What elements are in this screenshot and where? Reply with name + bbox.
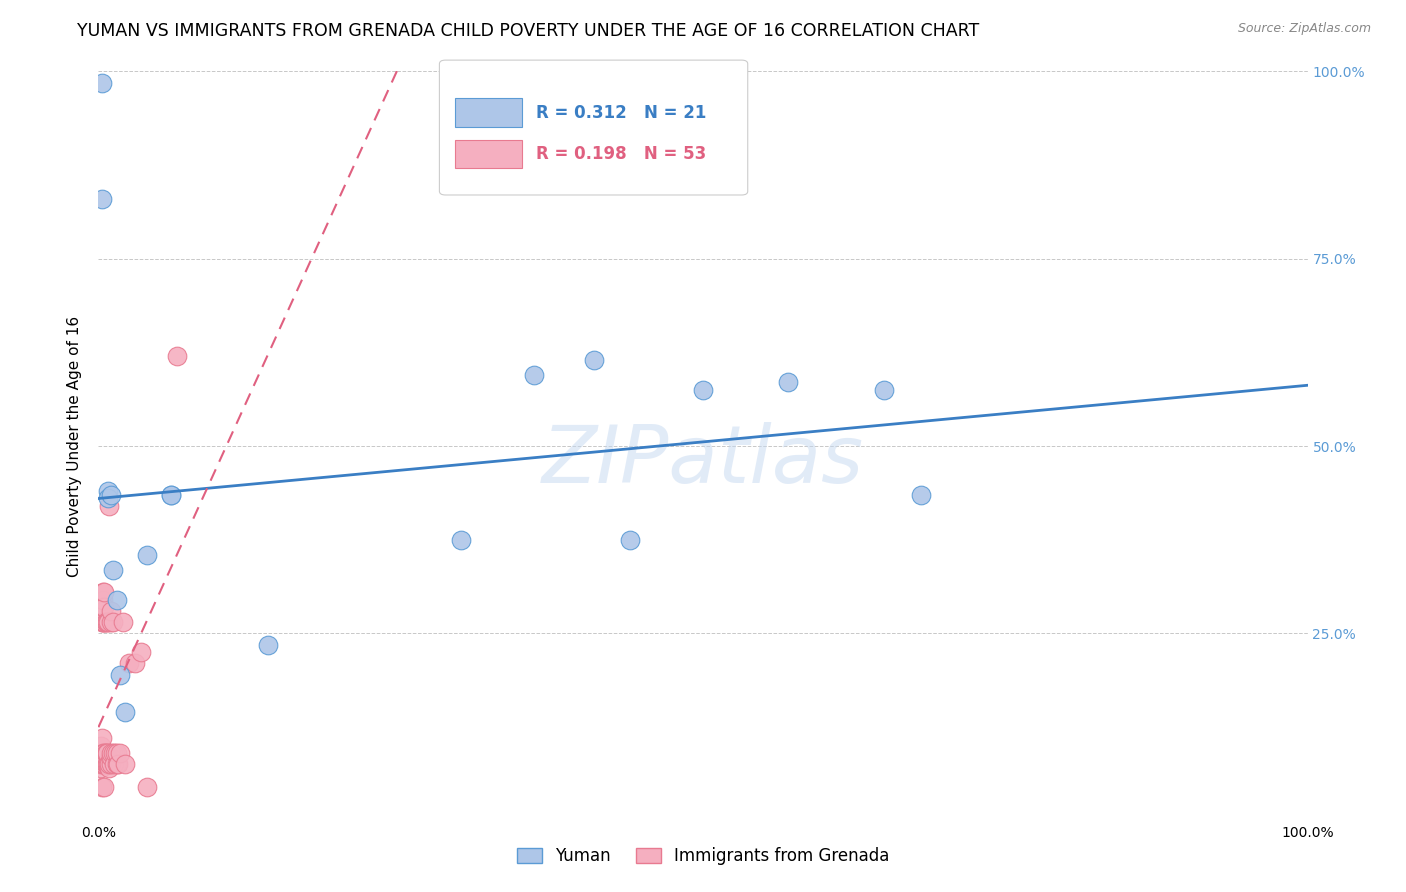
Point (93, 615, 115, 629)
Point (776, 376, 799, 390)
Y-axis label: Child Poverty Under the Age of 16: Child Poverty Under the Age of 16 (67, 316, 83, 576)
Point (91, 615, 114, 629)
Point (96, 746, 118, 760)
Point (111, 615, 134, 629)
Point (90, 757, 112, 772)
Point (124, 657, 146, 671)
Point (93, 746, 115, 760)
Point (96, 615, 118, 629)
Point (89, 746, 111, 760)
Point (105, 757, 128, 772)
Point (101, 746, 124, 760)
Point (91, 731, 114, 746)
Point (93, 585, 115, 599)
Point (94, 750, 117, 764)
Point (97, 757, 120, 772)
Point (90, 761, 112, 775)
Point (104, 746, 127, 760)
Point (910, 488, 932, 502)
Point (91, 76, 114, 90)
Point (91, 780, 114, 794)
Point (91, 746, 114, 760)
Point (450, 533, 472, 547)
Point (100, 604, 122, 618)
Point (100, 746, 122, 760)
Point (129, 645, 152, 659)
Point (90, 739, 112, 753)
Text: R = 0.198   N = 53: R = 0.198 N = 53 (536, 145, 706, 162)
Point (94, 757, 117, 772)
Point (97, 491, 120, 506)
Point (873, 383, 896, 397)
Point (160, 488, 183, 502)
Point (91, 192, 114, 206)
Point (103, 757, 125, 772)
Point (98, 761, 121, 775)
Point (100, 750, 122, 764)
Point (96, 757, 118, 772)
Point (105, 592, 128, 607)
FancyBboxPatch shape (456, 139, 522, 168)
Point (93, 600, 115, 615)
Point (101, 563, 124, 577)
Point (118, 657, 141, 671)
Point (135, 780, 157, 794)
Point (91, 757, 114, 772)
Point (619, 533, 641, 547)
Point (166, 349, 188, 363)
Point (135, 548, 157, 562)
Point (98, 757, 121, 772)
Point (91, 585, 114, 599)
Point (93, 780, 115, 794)
Point (100, 615, 122, 629)
Point (100, 488, 122, 502)
Point (692, 383, 714, 397)
FancyBboxPatch shape (456, 98, 522, 127)
Point (91, 592, 114, 607)
Point (97, 483, 120, 498)
Point (108, 667, 131, 681)
Point (96, 746, 118, 760)
Point (114, 705, 136, 719)
Point (108, 746, 131, 760)
Point (94, 746, 117, 760)
Point (583, 352, 606, 367)
Point (107, 757, 129, 772)
Text: ZIPatlas: ZIPatlas (541, 422, 865, 500)
Point (523, 368, 546, 382)
FancyBboxPatch shape (440, 60, 748, 195)
Text: Source: ZipAtlas.com: Source: ZipAtlas.com (1237, 22, 1371, 36)
Point (91, 604, 114, 618)
Point (105, 746, 128, 760)
Point (91, 615, 114, 629)
Point (91, 615, 114, 629)
Point (98, 499, 121, 513)
Point (100, 757, 122, 772)
Point (94, 615, 117, 629)
Text: R = 0.312   N = 21: R = 0.312 N = 21 (536, 103, 706, 121)
Point (93, 757, 115, 772)
Point (256, 638, 278, 652)
Point (160, 488, 183, 502)
Text: YUMAN VS IMMIGRANTS FROM GRENADA CHILD POVERTY UNDER THE AGE OF 16 CORRELATION C: YUMAN VS IMMIGRANTS FROM GRENADA CHILD P… (77, 22, 980, 40)
Point (97, 615, 120, 629)
Point (114, 757, 136, 772)
Point (101, 615, 124, 629)
Legend: Yuman, Immigrants from Grenada: Yuman, Immigrants from Grenada (516, 847, 890, 864)
